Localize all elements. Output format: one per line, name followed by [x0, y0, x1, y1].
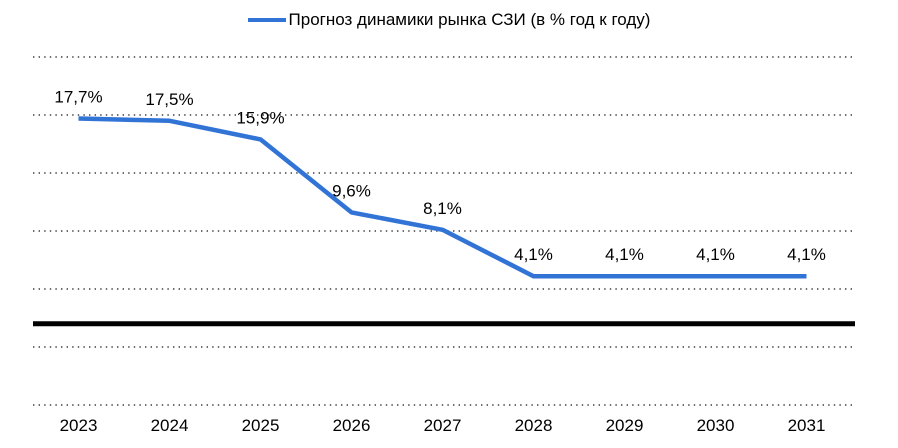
x-axis-label: 2025 — [242, 416, 280, 435]
data-label: 4,1% — [696, 245, 735, 264]
legend-label: Прогноз динамики рынка СЗИ (в % год к го… — [288, 10, 651, 29]
x-axis-label: 2028 — [515, 416, 553, 435]
data-label: 8,1% — [423, 199, 462, 218]
data-label: 9,6% — [332, 181, 371, 200]
legend-line-marker — [247, 18, 286, 22]
data-label: 17,5% — [145, 90, 193, 109]
x-axis-label: 2029 — [606, 416, 644, 435]
data-label: 4,1% — [514, 245, 553, 264]
chart-legend: Прогноз динамики рынка СЗИ (в % год к го… — [0, 9, 898, 31]
x-axis-label: 2024 — [151, 416, 189, 435]
x-axis-label: 2027 — [424, 416, 462, 435]
data-label: 15,9% — [236, 108, 284, 127]
data-label: 17,7% — [54, 88, 102, 107]
data-label: 4,1% — [605, 245, 644, 264]
x-axis-label: 2031 — [788, 416, 826, 435]
data-label: 4,1% — [787, 245, 826, 264]
forecast-line-series — [78, 116, 807, 279]
x-axis-label: 2023 — [60, 416, 98, 435]
x-axis-label: 2030 — [697, 416, 735, 435]
x-axis-label: 2026 — [333, 416, 371, 435]
